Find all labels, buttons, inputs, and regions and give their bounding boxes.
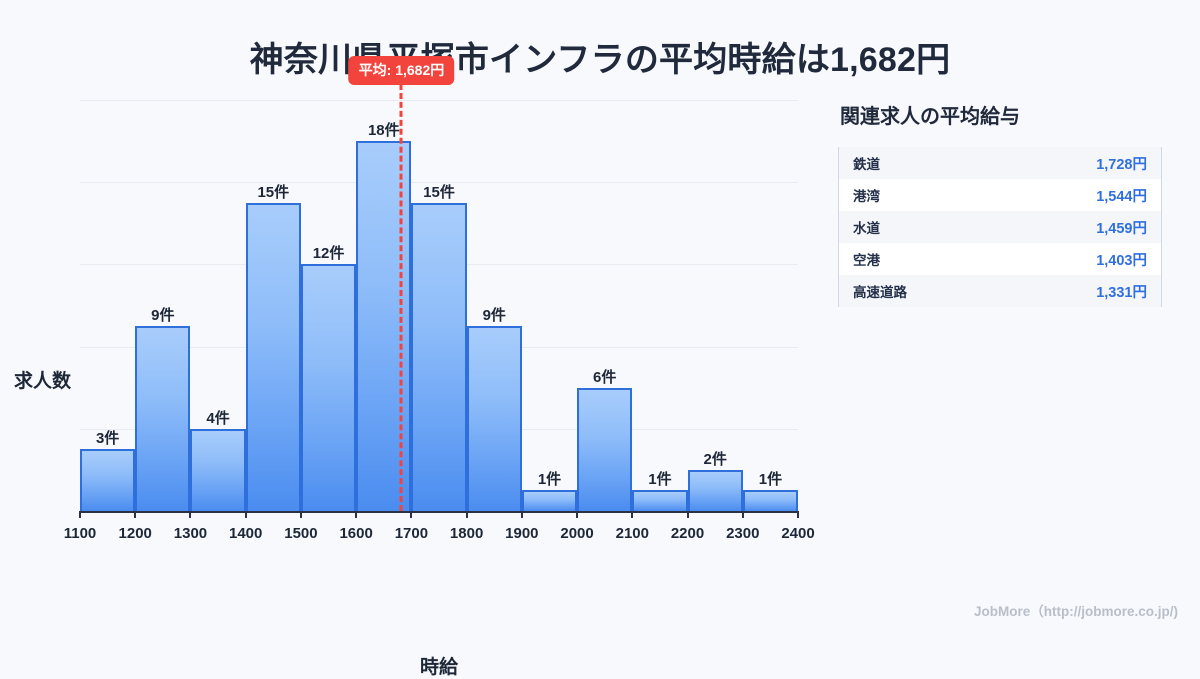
x-tick-label: 1200	[118, 525, 152, 542]
histogram-chart: 求人数 3件 9件 4件 15件 12件 18件 15件 9件 1件 6件 1件 2件 1件 1100 1…	[0, 56, 830, 678]
bar-series: 3件 9件 4件 15件 12件 18件 15件 9件 1件 6件 1件 2件 1件	[80, 100, 799, 511]
bar[interactable]: 15件	[245, 184, 301, 511]
bar-column[interactable]: 6件	[577, 100, 633, 511]
bar[interactable]: 3件	[80, 430, 136, 511]
x-tick	[465, 511, 468, 518]
bar-value-label: 3件	[95, 430, 120, 448]
bar[interactable]: 1件	[632, 471, 688, 511]
bar-column[interactable]: 3件	[80, 100, 136, 511]
x-axis-title: 時給	[419, 657, 458, 678]
mean-badge: 平均: 1,682円	[348, 56, 455, 85]
salary-row-name: 水道	[853, 221, 880, 236]
x-tick	[299, 511, 302, 518]
x-tick-label: 2400	[781, 525, 815, 542]
x-tick	[189, 511, 192, 518]
bar-column[interactable]: 12件	[300, 100, 357, 511]
x-tick-label: 2100	[615, 525, 649, 542]
x-tick-label: 1600	[339, 525, 373, 542]
gridline-20	[80, 100, 798, 101]
plot-area: 3件 9件 4件 15件 12件 18件 15件 9件 1件 6件 1件 2件 1件 1100 1200 1…	[64, 56, 815, 542]
page-title: 神奈川県平塚市インフラの平均時給は1,682円	[249, 41, 951, 79]
salary-row[interactable]: 港湾 1,544円	[839, 179, 1161, 211]
bar-column[interactable]: 9件	[135, 100, 191, 511]
salary-table: 鉄道 1,728円港湾 1,544円水道 1,459円空港 1,403円高速道路 1,33…	[838, 147, 1162, 307]
salary-row-name: 空港	[853, 253, 880, 268]
x-axis-line	[80, 511, 798, 513]
salary-row[interactable]: 空港 1,403円	[839, 243, 1161, 275]
salary-row[interactable]: 高速道路 1,331円	[839, 275, 1161, 307]
salary-row-name: 港湾	[853, 189, 880, 204]
bar[interactable]: 9件	[135, 307, 191, 511]
bar-value-label: 9件	[482, 307, 506, 325]
x-tick-label: 1300	[173, 525, 208, 542]
bar[interactable]: 15件	[411, 184, 467, 511]
x-tick-label: 2200	[670, 525, 705, 542]
x-tick-label: 1800	[449, 525, 484, 542]
y-axis-title: 求人数	[14, 371, 72, 392]
footer-attribution: JobMore（http://jobmore.co.jp/)	[974, 604, 1178, 619]
bar-value-label: 15件	[423, 183, 455, 201]
bar-value-label: 1件	[758, 471, 783, 489]
bar[interactable]: 4件	[190, 410, 246, 511]
x-tick	[134, 511, 137, 518]
x-tick	[741, 511, 744, 518]
bar-value-label: 1件	[648, 471, 672, 489]
sidebar-title: 関連求人の平均給与	[840, 106, 1020, 128]
bar[interactable]: 1件	[742, 471, 799, 511]
salary-row[interactable]: 水道 1,459円	[839, 211, 1161, 243]
bar-value-label: 18件	[367, 122, 400, 140]
bar-column[interactable]: 15件	[411, 100, 467, 511]
salary-row-value: 1,728円	[1096, 156, 1147, 173]
bar[interactable]: 12件	[300, 245, 357, 511]
x-tick	[244, 511, 247, 518]
x-tick	[520, 511, 523, 518]
x-tick-label: 1500	[284, 525, 318, 542]
bar[interactable]: 6件	[577, 369, 633, 511]
bar-column[interactable]: 18件	[356, 100, 412, 511]
bar-column[interactable]: 2件	[687, 100, 743, 511]
bar-value-label: 2件	[703, 450, 727, 468]
bar-column[interactable]: 4件	[190, 100, 246, 511]
bar[interactable]: 18件	[356, 122, 412, 511]
x-tick	[79, 511, 81, 518]
bar[interactable]: 9件	[466, 307, 522, 511]
x-tick-label: 1400	[229, 525, 263, 542]
bar-column[interactable]: 9件	[466, 100, 522, 511]
salary-row-value: 1,331円	[1096, 284, 1147, 301]
x-tick	[576, 511, 579, 518]
x-tick	[797, 511, 799, 518]
salary-row-value: 1,544円	[1096, 188, 1147, 205]
bar-column[interactable]: 1件	[521, 100, 578, 511]
salary-row[interactable]: 鉄道 1,728円	[839, 147, 1161, 179]
bar-value-label: 9件	[151, 307, 175, 325]
x-tick-label: 1900	[505, 525, 539, 542]
bar-value-label: 1件	[537, 471, 562, 489]
x-tick	[686, 511, 689, 518]
gridline-16	[80, 182, 798, 184]
bar-value-label: 12件	[312, 245, 345, 263]
x-tick-label: 2000	[560, 525, 594, 542]
x-tick-label: 1100	[63, 525, 97, 542]
x-tick-label: 1700	[394, 525, 429, 542]
x-tick-label: 2300	[726, 525, 760, 542]
salary-row-value: 1,459円	[1096, 220, 1147, 237]
related-salary-panel: 関連求人の平均給与 鉄道 1,728円港湾 1,544円水道 1,459円空港 1,40…	[838, 100, 1162, 307]
bar-value-label: 4件	[206, 409, 230, 427]
salary-row-name: 鉄道	[853, 157, 880, 172]
bar-value-label: 6件	[593, 368, 617, 386]
mean-line	[399, 84, 403, 511]
bar-value-label: 15件	[257, 183, 290, 201]
x-axis-ticks: 1100 1200 1300 1400 1500 1600 1700 1800 1900 2000…	[64, 511, 815, 542]
salary-row-name: 高速道路	[853, 285, 907, 300]
x-tick	[631, 511, 634, 518]
bar[interactable]: 1件	[521, 471, 578, 511]
bar[interactable]: 2件	[687, 451, 743, 511]
bar-column[interactable]: 15件	[245, 100, 301, 511]
x-tick	[355, 511, 358, 518]
x-tick	[410, 511, 413, 518]
bar-column[interactable]: 1件	[632, 100, 688, 511]
bar-column[interactable]: 1件	[742, 100, 799, 511]
salary-row-value: 1,403円	[1096, 252, 1147, 269]
